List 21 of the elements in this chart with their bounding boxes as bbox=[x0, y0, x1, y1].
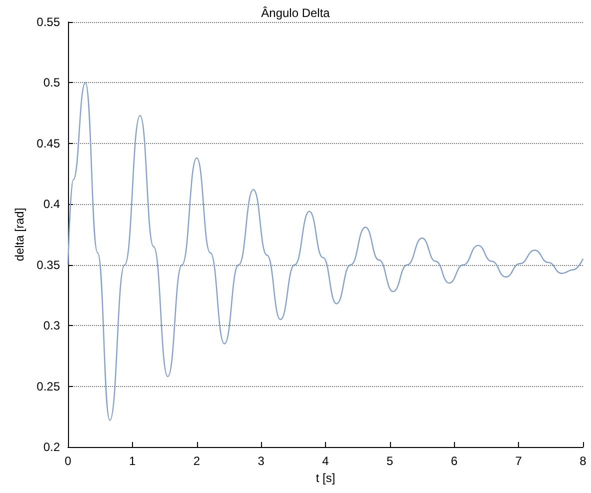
x-tick-label: 8 bbox=[580, 454, 587, 468]
y-axis-title: delta [rad] bbox=[12, 208, 27, 262]
x-tick-label: 4 bbox=[322, 454, 330, 468]
x-tick-label: 5 bbox=[386, 454, 394, 468]
x-tick-label: 2 bbox=[193, 454, 200, 468]
x-axis-title: t [s] bbox=[316, 470, 336, 485]
x-tick-label: 7 bbox=[515, 454, 522, 468]
x-tick-label: 0 bbox=[64, 454, 72, 468]
y-tick-label: 0.35 bbox=[36, 258, 60, 272]
y-tick-label: 0.5 bbox=[43, 76, 60, 90]
y-tick-label: 0.45 bbox=[36, 136, 60, 150]
line-series bbox=[67, 82, 584, 421]
y-tick-label: 0.55 bbox=[36, 15, 60, 29]
x-tick-label: 1 bbox=[129, 454, 136, 468]
y-tick-label: 0.2 bbox=[43, 440, 60, 454]
chart-title: Ângulo Delta bbox=[261, 6, 330, 20]
y-tick-label: 0.25 bbox=[36, 379, 60, 394]
x-tick-label: 3 bbox=[258, 454, 265, 468]
x-tick-label: 6 bbox=[450, 454, 458, 468]
y-tick-label: 0.3 bbox=[43, 318, 60, 333]
y-tick-label: 0.4 bbox=[43, 197, 60, 212]
